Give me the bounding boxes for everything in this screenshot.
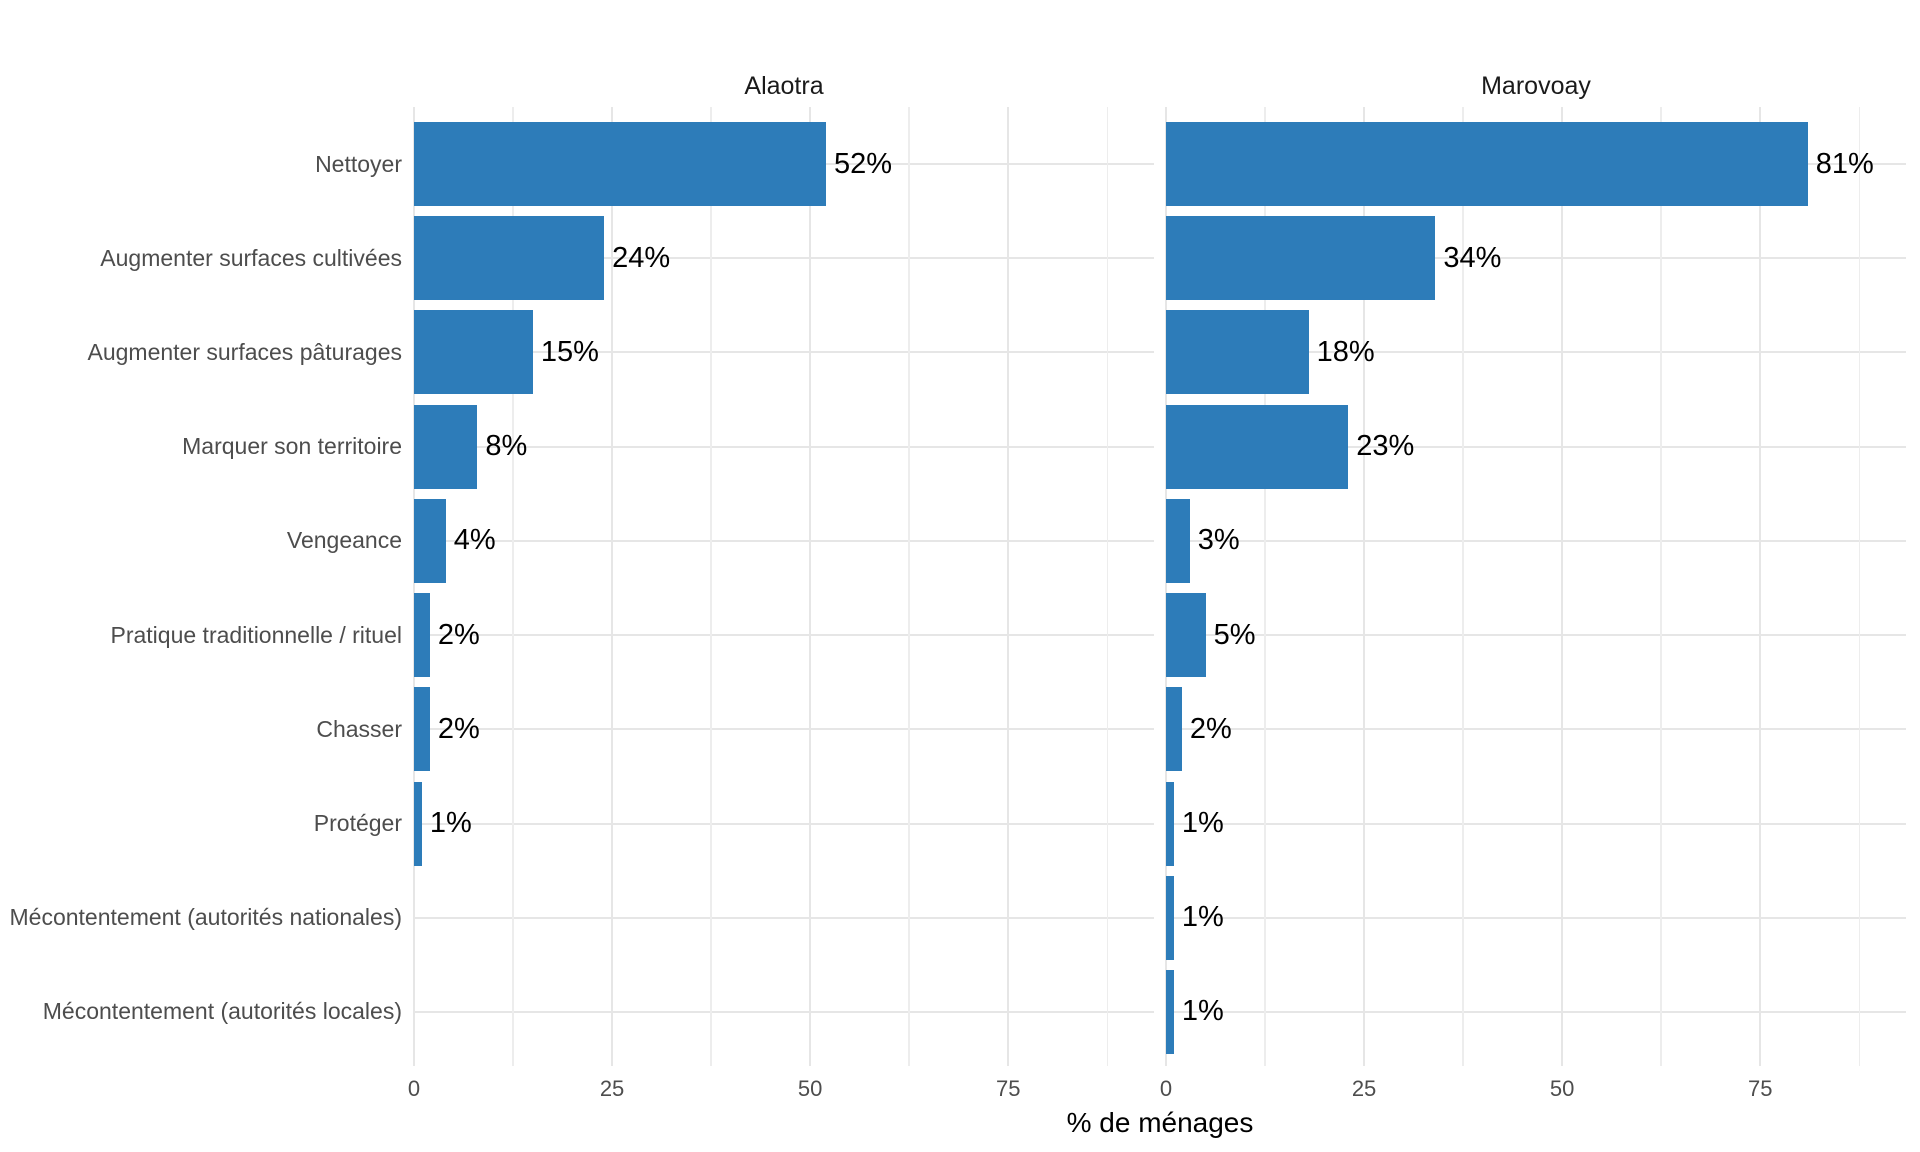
bar-alaotra-marquer-son-territoire bbox=[414, 404, 478, 489]
gridline bbox=[611, 107, 614, 1066]
category-label-mecontentement-autorites-nationales: Mécontentement (autorités nationales) bbox=[9, 904, 403, 931]
gridline bbox=[414, 728, 1154, 731]
value-label-alaotra-augmenter-surfaces-paturages: 15% bbox=[540, 335, 599, 368]
x-tick-alaotra-25: 25 bbox=[599, 1076, 625, 1101]
gridline bbox=[1166, 351, 1906, 354]
gridline bbox=[414, 351, 1154, 354]
gridline bbox=[1166, 539, 1906, 542]
value-label-marovoay-chasser: 2% bbox=[1189, 712, 1232, 745]
gridline bbox=[1165, 107, 1167, 1066]
gridline bbox=[414, 445, 1154, 448]
value-label-alaotra-chasser: 2% bbox=[437, 712, 480, 745]
bar-marovoay-vengeance bbox=[1166, 498, 1190, 583]
category-label-augmenter-surfaces-cultivees: Augmenter surfaces cultivées bbox=[100, 244, 402, 271]
value-label-alaotra-proteger: 1% bbox=[429, 807, 472, 840]
x-tick-alaotra-50: 50 bbox=[797, 1076, 823, 1101]
bar-alaotra-proteger bbox=[414, 781, 422, 866]
category-label-marquer-son-territoire: Marquer son territoire bbox=[182, 433, 402, 460]
bar-alaotra-augmenter-surfaces-cultivees bbox=[414, 216, 605, 301]
gridline bbox=[413, 107, 415, 1066]
bar-alaotra-augmenter-surfaces-paturages bbox=[414, 310, 533, 395]
category-label-chasser: Chasser bbox=[316, 715, 402, 742]
bar-marovoay-mecontentement-autorites-nationales bbox=[1166, 875, 1174, 960]
gridline bbox=[1660, 107, 1662, 1066]
x-tick-alaotra-0: 0 bbox=[407, 1076, 421, 1101]
gridline bbox=[1561, 107, 1564, 1066]
x-tick-marovoay-50: 50 bbox=[1549, 1076, 1575, 1101]
bar-alaotra-pratique-traditionnelle-rituel bbox=[414, 593, 430, 678]
gridline bbox=[414, 1010, 1154, 1013]
gridline bbox=[1106, 107, 1108, 1066]
category-label-augmenter-surfaces-paturages: Augmenter surfaces pâturages bbox=[87, 338, 402, 365]
x-tick-marovoay-25: 25 bbox=[1351, 1076, 1377, 1101]
bar-marovoay-pratique-traditionnelle-rituel bbox=[1166, 593, 1206, 678]
gridline bbox=[414, 634, 1154, 637]
facet-title-alaotra: Alaotra bbox=[744, 72, 824, 100]
value-label-alaotra-vengeance: 4% bbox=[453, 524, 496, 557]
bar-marovoay-augmenter-surfaces-paturages bbox=[1166, 310, 1309, 395]
value-label-marovoay-pratique-traditionnelle-rituel: 5% bbox=[1213, 618, 1256, 651]
value-label-marovoay-nettoyer: 81% bbox=[1815, 147, 1874, 180]
bar-marovoay-nettoyer bbox=[1166, 122, 1808, 206]
gridline bbox=[1166, 445, 1906, 448]
gridline bbox=[1166, 634, 1906, 637]
gridline bbox=[809, 107, 812, 1066]
gridline bbox=[710, 107, 712, 1066]
gridline bbox=[1166, 728, 1906, 731]
value-label-alaotra-augmenter-surfaces-cultivees: 24% bbox=[612, 241, 671, 274]
gridline bbox=[414, 539, 1154, 542]
x-tick-marovoay-0: 0 bbox=[1159, 1076, 1173, 1101]
category-label-mecontentement-autorites-locales: Mécontentement (autorités locales) bbox=[42, 998, 402, 1025]
bar-alaotra-vengeance bbox=[414, 498, 446, 583]
gridline bbox=[1166, 257, 1906, 260]
category-label-vengeance: Vengeance bbox=[286, 527, 402, 554]
bar-marovoay-augmenter-surfaces-cultivees bbox=[1166, 216, 1436, 301]
gridline bbox=[1759, 107, 1762, 1066]
gridline bbox=[1166, 822, 1906, 825]
facet-title-marovoay: Marovoay bbox=[1481, 72, 1591, 100]
category-label-pratique-traditionnelle-rituel: Pratique traditionnelle / rituel bbox=[110, 621, 403, 648]
gridline bbox=[414, 822, 1154, 825]
gridline bbox=[1007, 107, 1010, 1066]
x-axis-title: % de ménages bbox=[1066, 1107, 1254, 1138]
x-tick-marovoay-75: 75 bbox=[1747, 1076, 1773, 1101]
gridline bbox=[512, 107, 514, 1066]
bar-marovoay-mecontentement-autorites-locales bbox=[1166, 969, 1174, 1054]
value-label-marovoay-marquer-son-territoire: 23% bbox=[1356, 430, 1415, 463]
x-tick-alaotra-75: 75 bbox=[995, 1076, 1021, 1101]
value-label-alaotra-pratique-traditionnelle-rituel: 2% bbox=[437, 618, 480, 651]
gridline bbox=[414, 916, 1154, 919]
gridline bbox=[1264, 107, 1266, 1066]
bar-alaotra-nettoyer bbox=[414, 122, 826, 206]
bar-marovoay-chasser bbox=[1166, 687, 1182, 772]
gridline bbox=[1858, 107, 1860, 1066]
value-label-alaotra-marquer-son-territoire: 8% bbox=[485, 430, 528, 463]
gridline bbox=[414, 257, 1154, 260]
gridline bbox=[908, 107, 910, 1066]
panel-marovoay: 81% 34% 18% 23% 3% 5% 2% 1% 1% 1% bbox=[1165, 107, 1906, 1066]
bar-marovoay-marquer-son-territoire bbox=[1166, 404, 1349, 489]
gridline bbox=[1363, 107, 1366, 1066]
gridline bbox=[1462, 107, 1464, 1066]
value-label-alaotra-nettoyer: 52% bbox=[833, 147, 893, 180]
gridline bbox=[1166, 1010, 1906, 1013]
value-label-marovoay-augmenter-surfaces-cultivees: 34% bbox=[1443, 241, 1502, 274]
category-label-proteger: Protéger bbox=[313, 810, 402, 837]
value-label-marovoay-augmenter-surfaces-paturages: 18% bbox=[1316, 335, 1375, 368]
panel-alaotra: 52% 24% 15% 8% 4% 2% 2% 1% bbox=[413, 107, 1154, 1066]
bar-alaotra-chasser bbox=[414, 687, 430, 772]
value-label-marovoay-proteger: 1% bbox=[1181, 807, 1224, 840]
bar-marovoay-proteger bbox=[1166, 781, 1174, 866]
gridline bbox=[1166, 916, 1906, 919]
value-label-marovoay-mecontentement-autorites-nationales: 1% bbox=[1181, 901, 1224, 934]
category-label-nettoyer: Nettoyer bbox=[315, 150, 402, 177]
value-label-marovoay-vengeance: 3% bbox=[1197, 524, 1240, 557]
value-label-marovoay-mecontentement-autorites-locales: 1% bbox=[1181, 995, 1224, 1028]
